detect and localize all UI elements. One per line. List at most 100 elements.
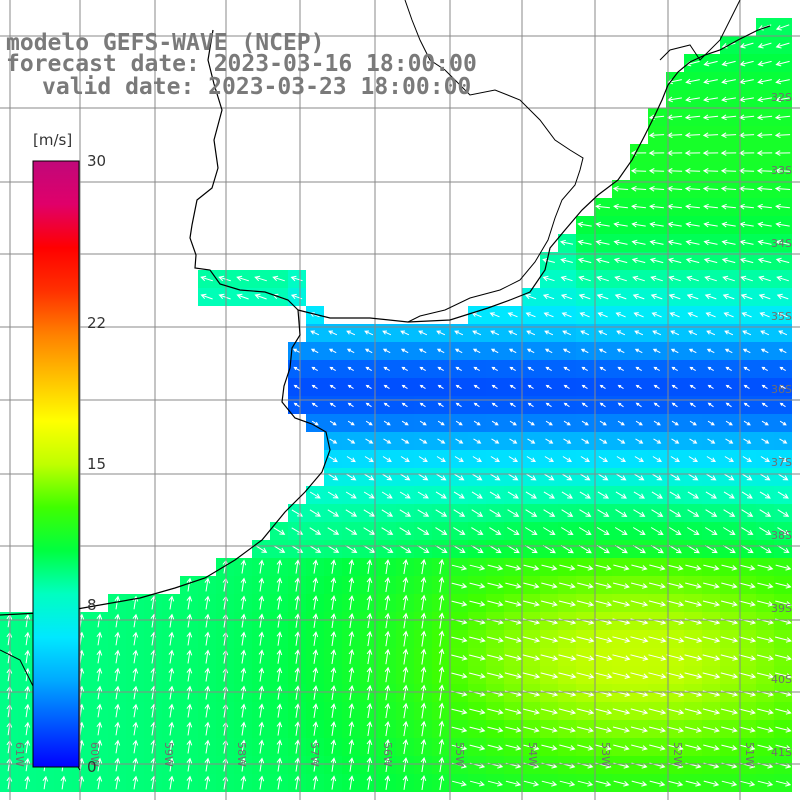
wind-arrow bbox=[775, 257, 790, 264]
wind-arrow bbox=[168, 595, 175, 610]
wind-arrow bbox=[469, 780, 485, 787]
wind-arrow bbox=[688, 473, 699, 481]
wind-arrow bbox=[632, 544, 646, 554]
wind-arrow bbox=[634, 456, 645, 463]
wind-arrow bbox=[653, 420, 661, 426]
wind-arrow bbox=[294, 631, 301, 646]
wind-arrow bbox=[724, 473, 735, 481]
wind-arrow bbox=[559, 780, 576, 787]
wind-arrow bbox=[580, 473, 591, 481]
wind-arrow bbox=[613, 780, 630, 787]
wind-arrow bbox=[132, 667, 139, 682]
wind-arrow bbox=[578, 544, 592, 554]
wind-arrow bbox=[330, 649, 337, 664]
wind-arrow bbox=[630, 636, 649, 643]
wind-arrow bbox=[599, 420, 607, 426]
wind-arrow bbox=[258, 703, 265, 718]
wind-arrow bbox=[523, 780, 540, 787]
wind-arrow bbox=[545, 384, 552, 390]
wind-arrow bbox=[740, 275, 753, 282]
lon-label: 55W bbox=[453, 742, 466, 767]
wind-arrow bbox=[218, 275, 231, 282]
wind-arrow bbox=[648, 168, 665, 174]
wind-arrow bbox=[742, 456, 753, 463]
wind-arrow bbox=[186, 685, 193, 700]
wind-arrow bbox=[576, 708, 595, 715]
wind-arrow bbox=[294, 703, 301, 718]
wind-arrow bbox=[725, 402, 732, 408]
wind-arrow bbox=[540, 654, 559, 661]
wind-arrow bbox=[291, 527, 304, 535]
wind-arrow bbox=[186, 631, 193, 646]
wind-arrow bbox=[523, 744, 540, 751]
coastline-lagoon bbox=[404, 0, 584, 323]
wind-arrow bbox=[743, 402, 750, 408]
wind-arrow bbox=[559, 239, 574, 246]
wind-arrow bbox=[472, 473, 483, 481]
wind-arrow bbox=[684, 708, 703, 715]
wind-arrow bbox=[684, 726, 702, 733]
wind-arrow bbox=[186, 757, 193, 772]
wind-arrow bbox=[437, 420, 445, 426]
wind-arrow bbox=[312, 703, 319, 718]
wind-arrow bbox=[542, 257, 555, 264]
wind-arrow bbox=[486, 672, 504, 679]
wind-arrow bbox=[613, 257, 628, 264]
valid-date: valid date: 2023-03-23 18:00:00 bbox=[42, 74, 472, 100]
wind-arrow bbox=[487, 726, 504, 733]
wind-arrow bbox=[469, 600, 486, 607]
wind-arrow bbox=[775, 744, 792, 751]
wind-arrow bbox=[685, 221, 700, 228]
wind-arrow bbox=[670, 456, 681, 463]
wind-arrow bbox=[525, 312, 536, 318]
wind-arrow bbox=[168, 775, 175, 790]
wind-arrow bbox=[595, 744, 612, 751]
wind-arrow bbox=[384, 648, 391, 665]
wind-arrow bbox=[648, 672, 667, 679]
lat-label: 32S bbox=[771, 91, 792, 104]
wind-arrow bbox=[581, 420, 589, 426]
wind-arrow bbox=[186, 595, 193, 610]
wind-arrow bbox=[614, 275, 627, 282]
wind-arrow bbox=[599, 402, 606, 408]
wind-arrow bbox=[720, 708, 739, 715]
wind-arrow bbox=[258, 559, 265, 574]
wind-arrow bbox=[401, 420, 409, 426]
wind-arrow bbox=[686, 275, 699, 282]
wind-arrow bbox=[114, 757, 121, 772]
wind-arrow bbox=[451, 582, 468, 589]
wind-arrow bbox=[384, 594, 391, 611]
wind-arrow bbox=[778, 473, 789, 481]
wind-arrow bbox=[774, 185, 791, 192]
wind-arrow bbox=[702, 600, 721, 607]
lon-label: 51W bbox=[743, 742, 756, 767]
wind-arrow bbox=[541, 744, 558, 751]
wind-arrow bbox=[186, 667, 193, 682]
wind-arrow bbox=[523, 726, 540, 733]
wind-arrow bbox=[652, 473, 663, 481]
wind-arrow bbox=[544, 456, 555, 463]
wind-arrow bbox=[489, 527, 502, 535]
wind-arrow bbox=[438, 558, 445, 575]
wind-arrow bbox=[420, 756, 427, 773]
wind-arrow bbox=[453, 509, 466, 517]
wind-arrow bbox=[348, 612, 355, 629]
wind-arrow bbox=[491, 366, 498, 372]
wind-arrow bbox=[738, 654, 757, 661]
wind-arrow bbox=[721, 60, 736, 67]
lat-label: 36S bbox=[771, 383, 792, 396]
wind-arrow bbox=[760, 330, 770, 336]
wind-arrow bbox=[240, 595, 247, 610]
wind-arrow bbox=[522, 654, 541, 661]
wind-arrow bbox=[707, 420, 715, 426]
wind-arrow bbox=[309, 545, 322, 553]
wind-arrow bbox=[756, 185, 773, 192]
wind-arrow bbox=[761, 366, 768, 372]
wind-arrow bbox=[668, 293, 681, 300]
wind-arrow bbox=[402, 684, 409, 701]
wind-arrow bbox=[309, 491, 321, 499]
wind-arrow bbox=[382, 456, 392, 463]
wind-arrow bbox=[616, 456, 627, 463]
wind-arrow bbox=[581, 438, 590, 444]
wind-arrow bbox=[612, 582, 630, 589]
